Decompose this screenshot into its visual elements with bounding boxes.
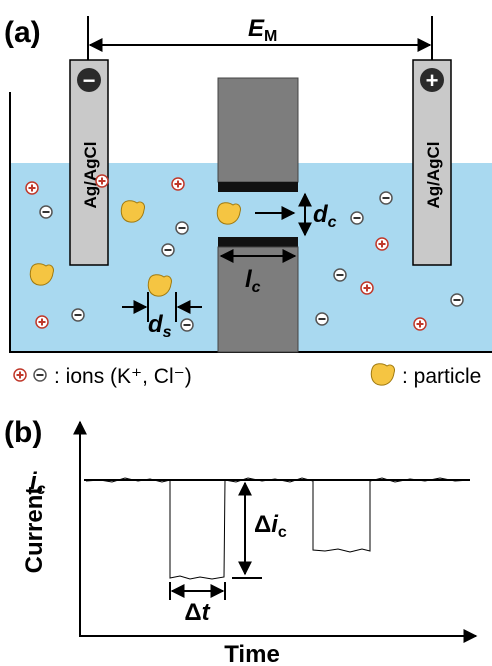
subscript: s [163,324,172,341]
electrode-film [218,182,298,192]
ion [162,244,174,256]
ion [361,282,373,294]
membrane [218,247,298,352]
ion [172,178,184,190]
voltage-label: EM [248,15,277,45]
baseline-label: ic [30,468,46,498]
electrode-label: Ag/AgCl [424,141,443,208]
electrode-sign: − [83,68,96,93]
prefix: Δ [184,599,201,626]
subscript: c [252,279,261,296]
membrane [218,78,298,182]
y-axis-label: Current [21,487,48,574]
diagram: (a) EM − Ag/AgCl + Ag/AgCl dc lc ds [0,0,492,666]
electrode-film [218,237,298,247]
legend-ion [14,369,26,381]
electrode-sign: + [426,68,439,93]
ion [316,313,328,325]
ion [96,175,108,187]
ion [380,192,392,204]
ion [72,309,84,321]
subscript: c [37,481,46,498]
panel-label: (a) [4,16,41,49]
ion [36,316,48,328]
subscript: c [278,524,287,541]
electrode-label: Ag/AgCl [81,141,100,208]
symbol: E [248,15,265,42]
ion [26,182,38,194]
legend-particle [371,364,394,385]
panel-label: (b) [4,416,42,449]
x-axis-label: Time [224,641,280,666]
prefix: Δ [254,511,271,538]
symbol: d [313,201,329,228]
ion [181,319,193,331]
ion [334,269,346,281]
ion [414,318,426,330]
legend-ion [34,369,46,381]
ion [351,212,363,224]
ion [40,206,52,218]
legend-particle-label: : particle [402,365,481,388]
subscript: c [328,214,337,231]
amplitude-label: Δic [254,511,287,541]
ion [176,222,188,234]
legend-ions: : ions (K⁺, Cl⁻) [54,365,192,388]
subscript: M [264,28,277,45]
duration-label: Δt [184,599,210,626]
ion [376,238,388,250]
ion [451,294,463,306]
symbol: t [202,599,211,626]
symbol: d [148,311,164,338]
